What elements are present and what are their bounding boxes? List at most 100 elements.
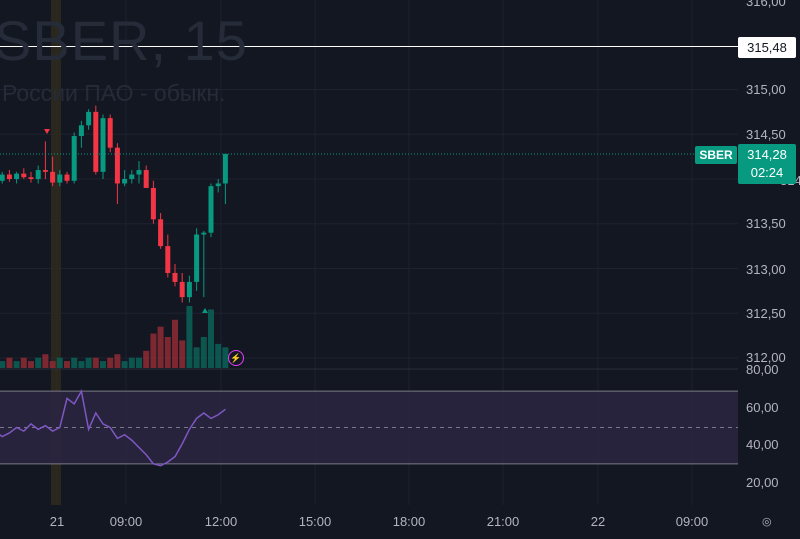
time-tick: 22 — [590, 514, 606, 529]
volume-bar — [179, 340, 186, 368]
candle-body — [165, 246, 171, 273]
volume-bar — [150, 333, 157, 368]
rsi-line — [0, 389, 226, 467]
volume-bar — [56, 357, 63, 368]
volume-bar — [107, 357, 114, 368]
horizontal-line-price-label[interactable]: 315,48 — [738, 37, 796, 58]
candle-body — [208, 186, 214, 233]
candle-body — [28, 177, 34, 179]
settings-icon[interactable]: ◎ — [762, 516, 772, 528]
price-tick: 313,00 — [746, 262, 786, 277]
candle-body — [122, 179, 128, 184]
volume-bar — [193, 347, 200, 368]
candle-body — [194, 234, 200, 282]
candle-body — [50, 171, 56, 183]
candle-body — [114, 147, 120, 184]
candlesticks — [0, 105, 228, 303]
candle-body — [186, 281, 192, 298]
chart-title: SBER, 15 — [0, 9, 248, 72]
candle-body — [93, 111, 99, 172]
rsi-tick: 40,00 — [746, 437, 779, 452]
candle-body — [222, 153, 228, 184]
price-tick: 313,50 — [746, 216, 786, 231]
volume-bar — [20, 357, 27, 368]
candle-body — [143, 170, 149, 188]
volume-bar — [128, 357, 135, 368]
volume-bar — [164, 337, 171, 368]
time-tick: 15:00 — [298, 514, 332, 529]
volume-bar — [215, 343, 222, 368]
time-tick: 21 — [49, 514, 65, 529]
bar-countdown: 02:24 — [750, 165, 784, 180]
time-tick: 12:00 — [204, 514, 238, 529]
candle-body — [57, 174, 63, 183]
candle-body — [100, 118, 106, 172]
candle-body — [215, 183, 221, 187]
volume-bar — [100, 361, 106, 368]
price-tick: 314,50 — [746, 127, 786, 142]
volume-bar — [13, 361, 20, 368]
candle-body — [158, 219, 164, 247]
volume-bar — [114, 354, 121, 368]
last-price-value: 314,28 — [747, 147, 787, 162]
volume-bar — [222, 347, 229, 368]
candle-body — [179, 281, 185, 298]
candle-body — [150, 187, 156, 220]
chart-subtitle: России ПАО - обыкн. — [2, 80, 226, 106]
candle-body — [6, 174, 12, 179]
volume-bar — [186, 306, 193, 368]
volume-bar — [49, 361, 56, 368]
volume-bar — [157, 326, 164, 368]
chart-overlays — [0, 46, 738, 313]
candle-body — [64, 174, 70, 181]
price-tick: 316,00 — [746, 0, 786, 9]
candle-body — [35, 170, 41, 179]
volume-bar — [143, 350, 150, 368]
candle-body — [0, 174, 5, 181]
candle-body — [172, 272, 178, 282]
volume-bar — [6, 357, 13, 368]
volume-bar — [92, 357, 99, 368]
price-tick: 312,00 — [746, 350, 786, 365]
price-tick: 312,50 — [746, 306, 786, 321]
time-tick: 09:00 — [109, 514, 143, 529]
candle-body — [78, 125, 84, 137]
last-price-label: 314,28 02:24 — [738, 144, 796, 184]
price-tick: 315,00 — [746, 82, 786, 97]
rsi-tick: 60,00 — [746, 400, 779, 415]
candle-body — [42, 170, 48, 172]
session-break-highlight — [51, 0, 61, 505]
volume-bar — [64, 361, 70, 368]
volume-bar — [172, 319, 178, 368]
volume-bar — [85, 357, 92, 368]
candle-body — [71, 136, 77, 181]
volume-bar — [42, 354, 49, 368]
volume-bar — [208, 309, 214, 368]
time-tick: 09:00 — [675, 514, 709, 529]
volume-bar — [28, 361, 34, 368]
rsi-tick: 80,00 — [746, 362, 779, 377]
time-tick: 21:00 — [486, 514, 520, 529]
symbol-tag: SBER — [695, 146, 737, 164]
candle-body — [21, 173, 27, 178]
rsi-panel — [0, 389, 738, 467]
volume-bar — [35, 357, 42, 368]
candle-body — [14, 173, 20, 179]
candle-body — [129, 174, 135, 179]
volume-bar — [200, 337, 207, 368]
rsi-tick: 20,00 — [746, 475, 779, 490]
lightning-icon[interactable]: ⚡ — [228, 350, 244, 366]
sell-signal-marker — [44, 129, 50, 134]
volume-bar — [71, 357, 78, 368]
volume-bar — [136, 357, 142, 368]
candle-body — [86, 111, 92, 126]
candle-body — [107, 118, 113, 148]
time-tick: 18:00 — [392, 514, 426, 529]
volume-bars — [0, 306, 229, 368]
buy-signal-marker — [202, 308, 208, 313]
candle-body — [136, 170, 142, 175]
volume-bar — [121, 361, 128, 368]
volume-bar — [0, 361, 6, 368]
